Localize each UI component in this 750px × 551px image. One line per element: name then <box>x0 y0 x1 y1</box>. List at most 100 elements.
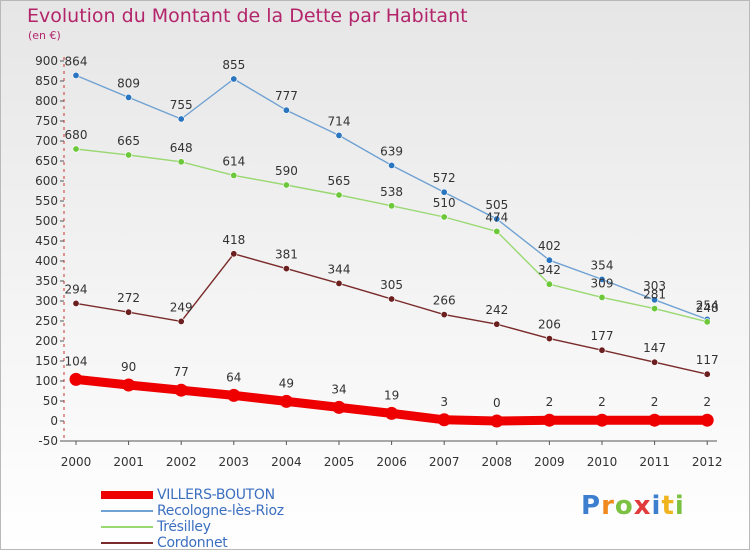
legend-swatch <box>101 491 153 499</box>
data-point <box>440 213 448 221</box>
data-point <box>493 227 501 235</box>
data-point <box>651 296 659 304</box>
data-label: 505 <box>485 198 508 212</box>
y-tick-label: 100 <box>35 374 58 388</box>
data-point <box>177 158 185 166</box>
legend-item: Cordonnet <box>101 535 284 551</box>
data-point <box>125 93 133 101</box>
data-label: 206 <box>538 318 561 332</box>
y-tick-label: 700 <box>35 134 58 148</box>
data-label: 242 <box>485 303 508 317</box>
data-point <box>282 181 290 189</box>
data-point <box>282 265 290 273</box>
legend-swatch <box>101 526 153 528</box>
legend-swatch <box>101 510 153 512</box>
y-tick-label: 400 <box>35 254 58 268</box>
data-point <box>72 299 80 307</box>
data-label: 2 <box>598 395 606 409</box>
data-point <box>335 279 343 287</box>
data-label: 2 <box>703 395 711 409</box>
data-point <box>230 75 238 83</box>
y-tick-label: 550 <box>35 194 58 208</box>
logo-letter: i <box>651 491 662 521</box>
data-label: 342 <box>538 263 561 277</box>
data-label: 77 <box>174 365 189 379</box>
data-label: 639 <box>380 144 403 158</box>
y-tick-label: 900 <box>35 54 58 68</box>
data-label: 344 <box>328 262 351 276</box>
data-point <box>493 320 501 328</box>
data-label: 777 <box>275 89 298 103</box>
data-point <box>282 106 290 114</box>
data-point <box>388 202 396 210</box>
data-point <box>648 413 662 427</box>
data-label: 565 <box>328 174 351 188</box>
y-tick-label: 200 <box>35 334 58 348</box>
x-tick-label: 2009 <box>534 455 565 469</box>
legend-swatch <box>101 542 153 544</box>
chart-subtitle: (en €) <box>28 29 61 42</box>
data-point <box>700 413 714 427</box>
data-label: 104 <box>65 354 88 368</box>
data-point <box>598 293 606 301</box>
logo-letter: x <box>633 491 652 521</box>
data-point <box>72 145 80 153</box>
data-point <box>335 191 343 199</box>
legend-label: Trésilley <box>157 519 211 535</box>
data-point <box>542 413 556 427</box>
y-tick-label: 50 <box>43 394 58 408</box>
logo-letter: i <box>674 491 685 521</box>
data-point <box>437 413 451 427</box>
data-point <box>332 400 346 414</box>
data-label: 294 <box>65 282 88 296</box>
y-tick-label: 850 <box>35 74 58 88</box>
data-point <box>227 388 241 402</box>
chart-legend: VILLERS-BOUTON Recologne-lès-Rioz Trésille… <box>101 487 284 551</box>
data-label: 474 <box>485 210 508 224</box>
logo-letter: o <box>614 491 634 521</box>
data-label: 714 <box>328 114 351 128</box>
data-point <box>388 295 396 303</box>
logo-letter: t <box>661 491 675 521</box>
logo-letter: r <box>601 491 615 521</box>
x-tick-label: 2008 <box>482 455 513 469</box>
data-point <box>545 256 553 264</box>
y-tick-label: 250 <box>35 314 58 328</box>
x-tick-label: 2004 <box>271 455 302 469</box>
data-point <box>545 280 553 288</box>
y-tick-label: 300 <box>35 294 58 308</box>
data-point <box>440 188 448 196</box>
data-point <box>385 406 399 420</box>
data-label: 254 <box>696 298 719 312</box>
data-label: 64 <box>226 370 241 384</box>
x-tick-label: 2005 <box>324 455 355 469</box>
data-label: 147 <box>643 341 666 355</box>
data-point <box>125 308 133 316</box>
data-point <box>69 372 83 386</box>
data-point <box>230 171 238 179</box>
data-label: 538 <box>380 185 403 199</box>
data-label: 0 <box>493 396 501 410</box>
data-label: 177 <box>591 329 614 343</box>
y-tick-label: -50 <box>38 434 58 448</box>
data-point <box>177 115 185 123</box>
data-point <box>279 394 293 408</box>
data-point <box>177 317 185 325</box>
data-point <box>440 311 448 319</box>
x-tick-label: 2010 <box>587 455 618 469</box>
data-label: 855 <box>222 58 245 72</box>
data-point <box>493 215 501 223</box>
data-label: 510 <box>433 196 456 210</box>
data-label: 809 <box>117 76 140 90</box>
legend-label: Recologne-lès-Rioz <box>157 503 284 519</box>
y-tick-label: 450 <box>35 234 58 248</box>
data-label: 303 <box>643 279 666 293</box>
legend-label: Cordonnet <box>157 535 228 551</box>
x-tick-label: 2001 <box>113 455 144 469</box>
data-label: 272 <box>117 291 140 305</box>
data-label: 34 <box>331 382 346 396</box>
data-point <box>651 358 659 366</box>
data-label: 354 <box>591 258 614 272</box>
